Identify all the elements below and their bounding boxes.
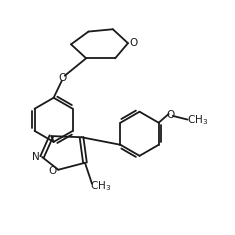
- Text: O: O: [48, 166, 57, 176]
- Text: O: O: [166, 110, 175, 120]
- Text: O: O: [129, 38, 137, 48]
- Text: O: O: [59, 73, 67, 83]
- Text: N: N: [32, 152, 39, 161]
- Text: CH$_3$: CH$_3$: [187, 113, 208, 127]
- Text: CH$_3$: CH$_3$: [90, 180, 111, 193]
